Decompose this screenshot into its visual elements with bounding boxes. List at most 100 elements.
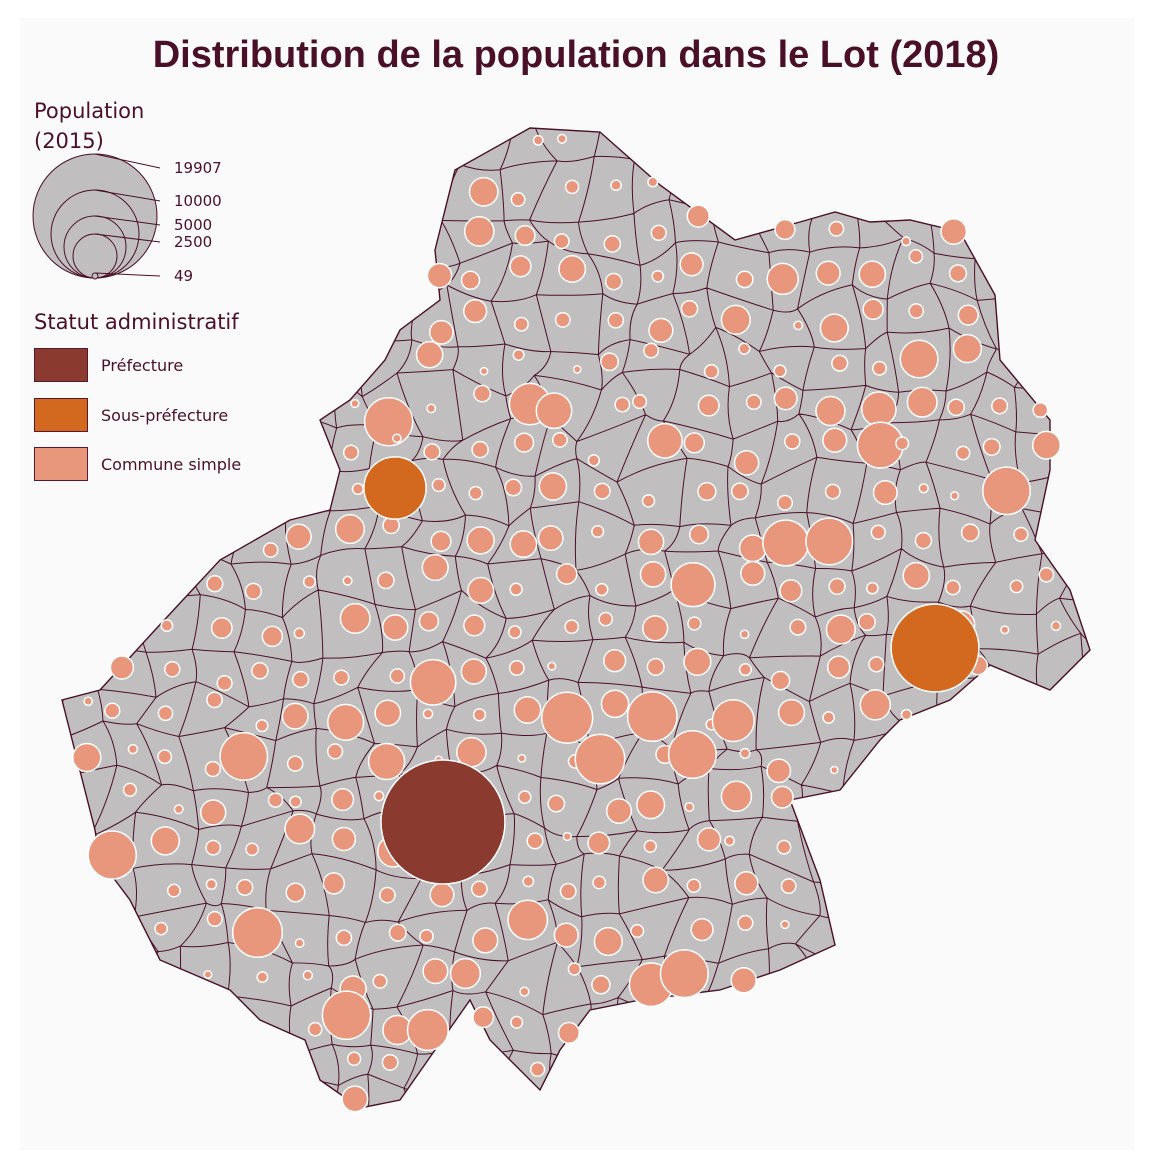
commune-bubble bbox=[261, 625, 284, 648]
commune-bubble bbox=[815, 260, 841, 286]
commune-bubble bbox=[745, 394, 762, 411]
commune-bubble bbox=[428, 319, 454, 345]
commune-bubble bbox=[267, 792, 284, 808]
commune-bubble bbox=[945, 579, 961, 596]
commune-bubble bbox=[430, 530, 452, 552]
commune-bubble bbox=[557, 1021, 581, 1045]
commune-bubble bbox=[686, 204, 711, 228]
commune-bubble bbox=[541, 691, 594, 744]
commune-bubble bbox=[426, 262, 453, 289]
commune-bubble bbox=[862, 298, 884, 321]
commune-bubble bbox=[419, 928, 434, 944]
commune-bubble bbox=[690, 917, 714, 942]
commune-bubble bbox=[637, 528, 665, 556]
commune-bubble bbox=[363, 396, 414, 447]
commune-bubble bbox=[509, 582, 523, 597]
commune-bubble bbox=[825, 614, 856, 645]
department-lot-outline bbox=[61, 127, 1091, 1109]
commune-bubble bbox=[206, 910, 223, 927]
commune-bubble bbox=[697, 394, 720, 417]
commune-bubble bbox=[776, 839, 792, 855]
commune-bubble bbox=[327, 703, 365, 741]
commune-bubble bbox=[219, 732, 269, 781]
commune-bubble bbox=[409, 658, 457, 706]
commune-bubble bbox=[720, 780, 753, 813]
commune-bubble bbox=[372, 973, 388, 989]
commune-bubble bbox=[514, 224, 536, 247]
commune-bubble bbox=[738, 663, 752, 677]
commune-bubble bbox=[322, 872, 346, 895]
commune-bubble bbox=[940, 218, 968, 245]
commune-bubble bbox=[908, 303, 925, 319]
commune-bubble bbox=[460, 270, 481, 291]
commune-bubble bbox=[991, 397, 1009, 415]
commune-bubble bbox=[683, 647, 712, 676]
commune-bubble bbox=[724, 835, 735, 847]
commune-bubble bbox=[203, 969, 213, 980]
commune-bubble bbox=[285, 523, 312, 550]
commune-bubble bbox=[104, 702, 121, 719]
commune-bubble bbox=[449, 957, 482, 990]
commune-bubble bbox=[703, 364, 719, 380]
commune-bubble bbox=[770, 670, 791, 691]
commune-bubble bbox=[614, 396, 631, 413]
commune-bubble bbox=[603, 235, 622, 253]
commune-bubble bbox=[793, 320, 804, 331]
commune-bubble bbox=[205, 878, 218, 891]
commune-bubble bbox=[381, 1053, 399, 1071]
commune-bubble bbox=[537, 525, 564, 552]
commune-bubble bbox=[350, 398, 360, 409]
commune-bubble bbox=[504, 478, 523, 497]
legend-size-circle-2500 bbox=[72, 233, 118, 279]
legend-swatch-subprefecture bbox=[34, 398, 88, 432]
commune-bubble bbox=[333, 669, 350, 686]
commune-bubble bbox=[642, 866, 670, 894]
commune-bubble bbox=[574, 733, 626, 785]
commune-bubble bbox=[556, 133, 568, 144]
commune-bubble bbox=[766, 262, 799, 296]
prefecture-bubble bbox=[380, 759, 506, 885]
commune-bubble bbox=[605, 797, 633, 825]
commune-bubble bbox=[473, 384, 492, 403]
commune-bubble bbox=[467, 576, 495, 605]
commune-bubble bbox=[547, 794, 566, 813]
commune-bubble bbox=[679, 252, 704, 277]
commune-bubble bbox=[918, 483, 929, 494]
commune-bubble bbox=[281, 702, 309, 730]
commune-bubble bbox=[683, 432, 705, 454]
commune-bubble bbox=[630, 923, 645, 939]
commune-bubble bbox=[603, 649, 627, 673]
commune-bubble bbox=[647, 176, 659, 188]
commune-bubble bbox=[604, 272, 623, 291]
commune-bubble bbox=[738, 534, 767, 563]
commune-bubble bbox=[564, 179, 580, 195]
commune-bubble bbox=[164, 661, 181, 678]
commune-bubble bbox=[510, 192, 526, 207]
commune-bubble bbox=[828, 220, 845, 237]
commune-bubble bbox=[256, 971, 269, 984]
commune-bubble bbox=[733, 449, 760, 476]
commune-bubble bbox=[346, 1051, 362, 1067]
commune-bubble bbox=[379, 886, 396, 904]
commune-bubble bbox=[697, 481, 717, 502]
commune-bubble bbox=[593, 926, 623, 957]
commune-bubble bbox=[779, 579, 803, 603]
commune-bubble bbox=[127, 743, 139, 755]
legend-label-prefecture: Préfecture bbox=[101, 356, 184, 375]
legend-label-subprefecture: Sous-préfecture bbox=[101, 406, 229, 425]
commune-bubble bbox=[780, 919, 790, 930]
commune-bubble bbox=[463, 216, 495, 247]
commune-bubble bbox=[472, 927, 499, 954]
commune-bubble bbox=[914, 531, 933, 550]
commune-bubble bbox=[553, 233, 570, 250]
commune-bubble bbox=[861, 391, 897, 427]
commune-bubble bbox=[826, 655, 851, 679]
commune-bubble bbox=[872, 480, 898, 506]
commune-bubble bbox=[982, 466, 1031, 516]
commune-bubble bbox=[236, 878, 254, 896]
commune-bubble bbox=[166, 883, 181, 898]
commune-bubble bbox=[522, 875, 535, 888]
commune-bubble bbox=[173, 804, 184, 815]
commune-bubble bbox=[776, 494, 794, 511]
commune-bubble bbox=[512, 348, 525, 361]
